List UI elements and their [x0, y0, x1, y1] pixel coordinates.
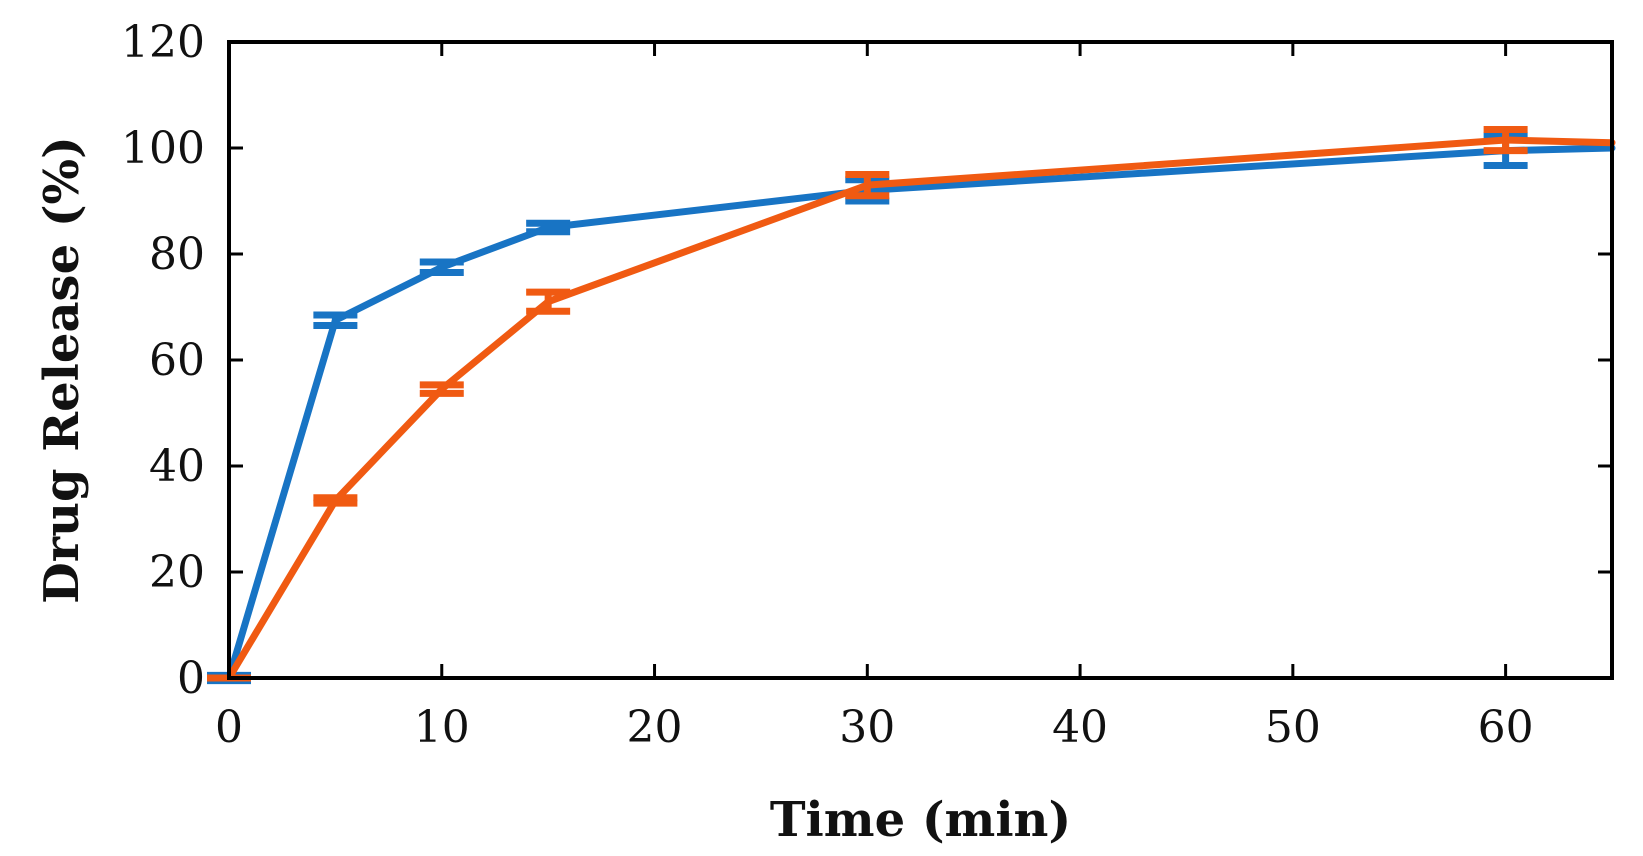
data-point-1-5	[1483, 125, 1528, 155]
y-tick-label-5: 100	[121, 123, 205, 174]
series-line-1	[225, 136, 1616, 682]
series-0	[207, 132, 1616, 685]
x-tick-label-4: 40	[1052, 702, 1108, 753]
x-tick-label-3: 30	[839, 702, 895, 753]
axis-ticks	[227, 40, 1612, 680]
y-tick-label-1: 20	[149, 547, 205, 598]
series-layer	[207, 125, 1616, 685]
x-tick-label-0: 0	[215, 702, 243, 753]
data-point-1-4	[845, 171, 890, 200]
data-point-0-1	[313, 311, 358, 330]
x-tick-label-2: 20	[627, 702, 683, 753]
x-axis-title: Time (min)	[770, 792, 1071, 848]
y-tick-label-3: 60	[149, 335, 205, 386]
series-1	[207, 125, 1616, 682]
data-point-1-3	[526, 288, 571, 315]
series-line-0	[225, 144, 1616, 682]
data-point-0-3	[526, 219, 571, 236]
data-point-1-2	[419, 381, 464, 397]
data-point-0-2	[419, 258, 464, 277]
x-tick-label-6: 60	[1478, 702, 1534, 753]
x-tick-labels: 0 10 20 30 40 50 60	[215, 702, 1534, 753]
y-tick-label-6: 120	[121, 17, 205, 68]
y-tick-label-4: 80	[149, 229, 205, 280]
y-tick-label-2: 40	[149, 441, 205, 492]
x-tick-label-1: 10	[414, 702, 470, 753]
plot-frame	[227, 40, 1614, 680]
y-tick-labels: 0 20 40 60 80 100 120	[121, 17, 205, 704]
y-tick-label-0: 0	[177, 653, 205, 704]
x-tick-label-5: 50	[1265, 702, 1321, 753]
data-point-1-1	[313, 494, 358, 507]
y-axis-title: Drug Release (%)	[34, 136, 90, 604]
